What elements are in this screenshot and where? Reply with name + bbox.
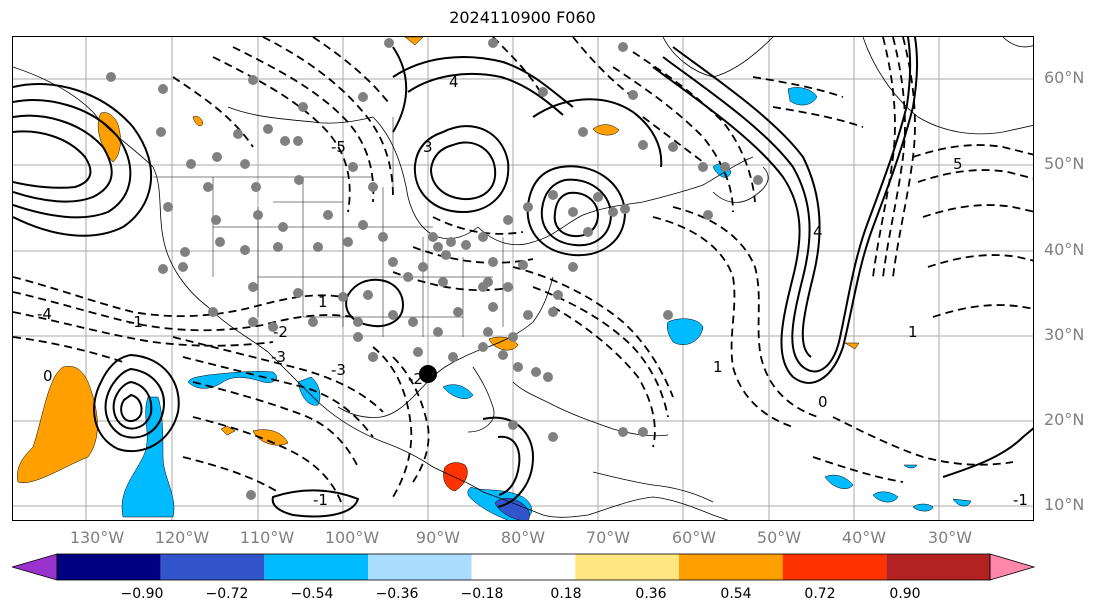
colorbar-segment xyxy=(782,554,887,580)
lat-label: 60°N xyxy=(1044,68,1085,87)
colorbar-segment xyxy=(264,554,368,580)
lon-label: 120°W xyxy=(154,528,210,547)
lat-label: 50°N xyxy=(1044,154,1085,173)
contour-label: -1 xyxy=(313,491,328,509)
colorbar-segment xyxy=(679,554,783,580)
colorbar-tick-label: −0.36 xyxy=(375,586,419,602)
contour-label: 1 xyxy=(713,358,723,376)
positive-shading xyxy=(17,37,860,484)
contour-labels: -4 -3 -2 -1 0 1 -1 -2 -3 4 3 -5 1 0 -1 1… xyxy=(37,73,1028,509)
lon-label: 70°W xyxy=(585,528,631,547)
lon-label: 100°W xyxy=(324,528,380,547)
colorbar-segment xyxy=(368,554,472,580)
map-canvas: -4 -3 -2 -1 0 1 -1 -2 -3 4 3 -5 1 0 -1 1… xyxy=(13,37,1033,520)
contour-label: 4 xyxy=(813,223,823,241)
contour-label: 4 xyxy=(449,73,459,91)
colorbar-tick-label: −0.90 xyxy=(120,586,164,602)
contour-label: -1 xyxy=(128,313,143,331)
colorbar-extend-high xyxy=(989,553,1036,581)
map-title: 2024110900 F060 xyxy=(449,8,596,27)
colorbar-segment xyxy=(575,554,679,580)
state-borders xyxy=(153,117,504,337)
colorbar-tick-label: 0.18 xyxy=(550,586,582,602)
colorbar-tick-label: 0.90 xyxy=(889,586,921,602)
contour-label: 0 xyxy=(43,367,53,385)
lon-label: 50°W xyxy=(756,528,802,547)
lat-label: 10°N xyxy=(1044,495,1085,514)
contour-label: 1 xyxy=(908,323,918,341)
lat-label: 30°N xyxy=(1044,325,1085,344)
colorbar-tick-label: −0.54 xyxy=(290,586,334,602)
lon-label: 110°W xyxy=(239,528,295,547)
lon-label: 90°W xyxy=(415,528,461,547)
lon-label: 80°W xyxy=(500,528,546,547)
colorbar-tick-label: 0.72 xyxy=(804,586,836,602)
colorbar-tick-label: −0.72 xyxy=(205,586,249,602)
colorbar-segment xyxy=(160,554,265,580)
contour-label: 0 xyxy=(818,393,828,411)
contour-label: 5 xyxy=(953,155,963,173)
station-markers xyxy=(106,38,763,500)
colorbar-tick-label: −0.18 xyxy=(460,586,504,602)
lon-label: 130°W xyxy=(69,528,125,547)
contour-label: 3 xyxy=(423,138,433,156)
colorbar-outline xyxy=(56,553,991,581)
solid-contours xyxy=(13,37,1033,518)
contour-label: -1 xyxy=(1013,491,1028,509)
lat-label: 20°N xyxy=(1044,410,1085,429)
storm-center-marker xyxy=(419,365,437,383)
colorbar-tick-label: 0.54 xyxy=(720,586,752,602)
graticule xyxy=(13,37,1033,520)
colorbar-tick-label: 0.36 xyxy=(635,586,667,602)
lon-label: 30°W xyxy=(927,528,973,547)
lon-label: 40°W xyxy=(841,528,887,547)
dashed-contours xyxy=(13,37,1033,503)
positive-strong-shading xyxy=(443,462,468,492)
lon-label: 60°W xyxy=(671,528,717,547)
contour-label: 1 xyxy=(318,293,328,311)
coastlines xyxy=(13,37,1033,520)
contour-label: -5 xyxy=(331,138,346,156)
lat-label: 40°N xyxy=(1044,240,1085,259)
colorbar xyxy=(12,553,1036,581)
contour-label: -4 xyxy=(37,305,52,323)
map-panel: -4 -3 -2 -1 0 1 -1 -2 -3 4 3 -5 1 0 -1 1… xyxy=(12,36,1034,521)
contour-label: -3 xyxy=(331,361,346,379)
contour-label: -3 xyxy=(271,348,286,366)
negative-shading xyxy=(121,87,972,520)
colorbar-segment xyxy=(471,554,576,580)
colorbar-extend-low xyxy=(12,553,58,581)
colorbar-segment xyxy=(57,554,161,580)
colorbar-segment xyxy=(886,554,990,580)
